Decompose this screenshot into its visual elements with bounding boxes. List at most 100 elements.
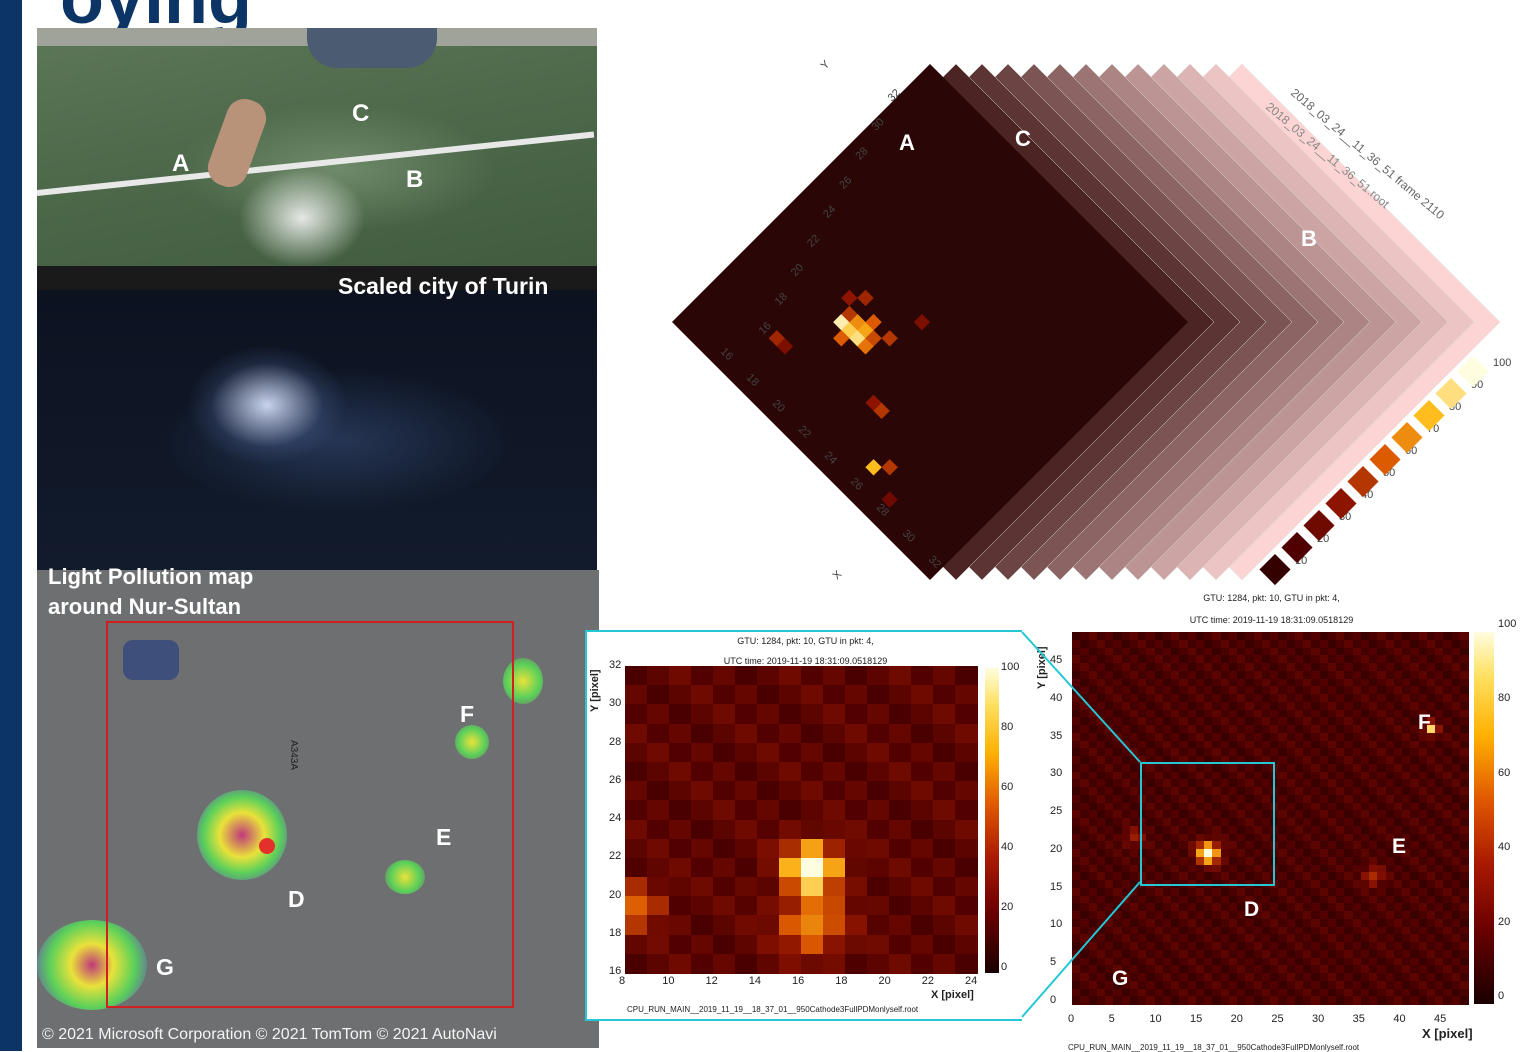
- heatmap-cell: [1162, 632, 1172, 641]
- heatmap-cell: [1385, 980, 1395, 989]
- heatmap-cell: [1171, 872, 1180, 881]
- heatmap-cell: [1286, 856, 1296, 865]
- heatmap-cell: [669, 704, 692, 725]
- heatmap-cell: [1402, 725, 1411, 734]
- heatmap-cell: [1435, 957, 1444, 966]
- heatmap-cell: [1245, 934, 1254, 943]
- heatmap-cell: [1451, 864, 1461, 873]
- heatmap-cell: [1171, 794, 1180, 803]
- heatmap-cell: [1319, 996, 1329, 1005]
- full-detector-panel: GTU: 1284, pkt: 10, GTU in pkt: 4, UTC t…: [1022, 585, 1521, 1052]
- heatmap-cell: [1435, 802, 1444, 811]
- heatmap-cell: [1426, 911, 1436, 920]
- heatmap-cell: [1179, 647, 1188, 656]
- heatmap-cell: [1418, 918, 1428, 927]
- heatmap-cell: [1435, 841, 1444, 850]
- x-tick-label: 25: [1271, 1013, 1284, 1025]
- heatmap-cell: [1443, 872, 1452, 881]
- heatmap-cell: [1220, 756, 1230, 765]
- heatmap-cell: [1360, 686, 1370, 695]
- heatmap-cell: [1352, 887, 1362, 896]
- heatmap-cell: [1195, 647, 1205, 656]
- heatmap-cell: [1138, 965, 1147, 974]
- heatmap-cell: [1212, 794, 1221, 803]
- heatmap-cell: [1402, 980, 1411, 989]
- heatmap-cell: [1253, 725, 1263, 734]
- heatmap-cell: [1237, 973, 1246, 982]
- heatmap-cell: [1443, 740, 1452, 749]
- heatmap-cell: [1352, 903, 1362, 912]
- heatmap-cell: [1253, 949, 1263, 958]
- heatmap-cell: [1204, 771, 1213, 780]
- heatmap-cell: [1179, 694, 1188, 703]
- heatmap-cell: [1344, 686, 1353, 695]
- heatmap-cell: [1451, 903, 1461, 912]
- heatmap-cell: [1121, 856, 1131, 865]
- heatmap-cell: [845, 934, 868, 955]
- heatmap-cell: [1459, 973, 1469, 982]
- heatmap-cell: [1146, 903, 1155, 912]
- heatmap-cell: [1377, 988, 1386, 997]
- heatmap-cell: [1443, 756, 1452, 765]
- heatmap-cell: [1228, 856, 1238, 865]
- heatmap-cell: [1360, 779, 1370, 788]
- heatmap-cell: [1187, 895, 1197, 904]
- heatmap-cell: [1261, 670, 1271, 679]
- heatmap-cell: [1418, 771, 1428, 780]
- heatmap-cell: [1352, 980, 1362, 989]
- heatmap-cell: [1319, 756, 1329, 765]
- heatmap-cell: [1459, 957, 1469, 966]
- heatmap-cell: [889, 761, 912, 782]
- heatmap-cell: [1270, 918, 1279, 927]
- heatmap-cell: [1418, 818, 1428, 827]
- heatmap-cell: [1352, 934, 1362, 943]
- heatmap-cell: [1162, 756, 1172, 765]
- y-tick-label: 0: [1498, 990, 1505, 1002]
- heatmap-cell: [1154, 732, 1164, 741]
- heatmap-cell: [889, 800, 912, 820]
- heatmap-cell: [1377, 632, 1386, 641]
- heatmap-cell: [1336, 825, 1345, 834]
- heatmap-cell: [1418, 903, 1428, 912]
- heatmap-cell: [1360, 740, 1370, 749]
- heatmap-cell: [1303, 825, 1312, 834]
- heatmap-cell: [1360, 701, 1370, 710]
- heatmap-cell: [1360, 872, 1370, 881]
- heatmap-cell: [1072, 763, 1081, 772]
- heatmap-cell: [1435, 794, 1444, 803]
- heatmap-cell: [1303, 686, 1312, 695]
- heatmap-cell: [1385, 670, 1395, 679]
- heatmap-cell: [1435, 864, 1444, 873]
- heatmap-cell: [1410, 918, 1419, 927]
- heatmap-cell: [1435, 763, 1444, 772]
- heatmap-cell: [1146, 740, 1155, 749]
- heatmap-cell: [1228, 926, 1238, 935]
- heatmap-cell: [1459, 903, 1469, 912]
- heatmap-cell: [1319, 794, 1329, 803]
- heatmap-cell: [1195, 732, 1205, 741]
- heatmap-cell: [1179, 957, 1188, 966]
- heatmap-cell: [1228, 732, 1238, 741]
- heatmap-cell: [1294, 895, 1304, 904]
- heatmap-cell: [1336, 918, 1345, 927]
- heatmap-cell: [1402, 787, 1411, 796]
- full-x-axis-label: X [pixel]: [1422, 1026, 1473, 1041]
- heatmap-cell: [1237, 864, 1246, 873]
- heatmap-cell: [1270, 647, 1279, 656]
- heatmap-cell: [1096, 841, 1106, 850]
- heatmap-cell: [1121, 833, 1131, 842]
- heatmap-cell: [1220, 926, 1230, 935]
- heatmap-cell: [1212, 740, 1221, 749]
- heatmap-cell: [1220, 965, 1230, 974]
- heatmap-cell: [1294, 973, 1304, 982]
- heatmap-cell: [1352, 686, 1362, 695]
- heatmap-cell: [669, 666, 692, 686]
- heatmap-cell: [1228, 670, 1238, 679]
- heatmap-cell: [1154, 864, 1164, 873]
- heatmap-cell: [1261, 655, 1271, 664]
- heatmap-cell: [1220, 655, 1230, 664]
- heatmap-cell: [1294, 926, 1304, 935]
- heatmap-cell: [1270, 717, 1279, 726]
- heatmap-cell: [1393, 639, 1403, 648]
- heatmap-cell: [1426, 725, 1436, 734]
